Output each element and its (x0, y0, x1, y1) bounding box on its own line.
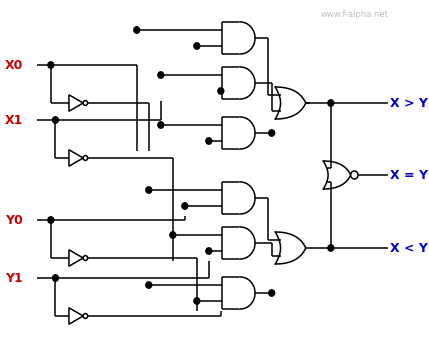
Polygon shape (323, 161, 350, 189)
Circle shape (218, 88, 224, 94)
Polygon shape (240, 117, 255, 149)
Circle shape (194, 43, 200, 49)
Circle shape (134, 27, 140, 33)
Text: Y1: Y1 (5, 271, 22, 284)
Circle shape (48, 62, 54, 68)
Polygon shape (240, 182, 255, 214)
Circle shape (83, 256, 88, 260)
Polygon shape (69, 95, 83, 111)
Text: X = Y: X = Y (390, 168, 428, 181)
Circle shape (182, 203, 188, 209)
Text: Y0: Y0 (5, 213, 22, 226)
Circle shape (269, 290, 275, 296)
Circle shape (83, 314, 88, 318)
Polygon shape (69, 308, 83, 324)
Circle shape (206, 138, 212, 144)
Circle shape (146, 187, 152, 193)
Circle shape (158, 122, 164, 128)
Circle shape (52, 117, 58, 123)
Text: X1: X1 (5, 113, 23, 126)
Circle shape (146, 282, 152, 288)
Circle shape (350, 171, 358, 179)
Polygon shape (240, 67, 255, 99)
Polygon shape (240, 227, 255, 259)
Polygon shape (275, 232, 306, 264)
Circle shape (194, 298, 200, 304)
Circle shape (48, 217, 54, 223)
Circle shape (83, 156, 88, 161)
Circle shape (52, 275, 58, 281)
Circle shape (269, 130, 275, 136)
Polygon shape (240, 277, 255, 309)
Circle shape (206, 248, 212, 254)
Circle shape (170, 232, 176, 238)
Circle shape (83, 100, 88, 105)
Circle shape (328, 245, 334, 251)
Text: X < Y: X < Y (390, 242, 428, 255)
Polygon shape (69, 150, 83, 166)
Polygon shape (240, 22, 255, 54)
Circle shape (328, 100, 334, 106)
Text: www.f-alpha.net: www.f-alpha.net (320, 10, 388, 19)
Polygon shape (69, 250, 83, 266)
Circle shape (158, 72, 164, 78)
Text: X > Y: X > Y (390, 96, 428, 109)
Text: X0: X0 (5, 59, 23, 72)
Polygon shape (275, 87, 306, 119)
